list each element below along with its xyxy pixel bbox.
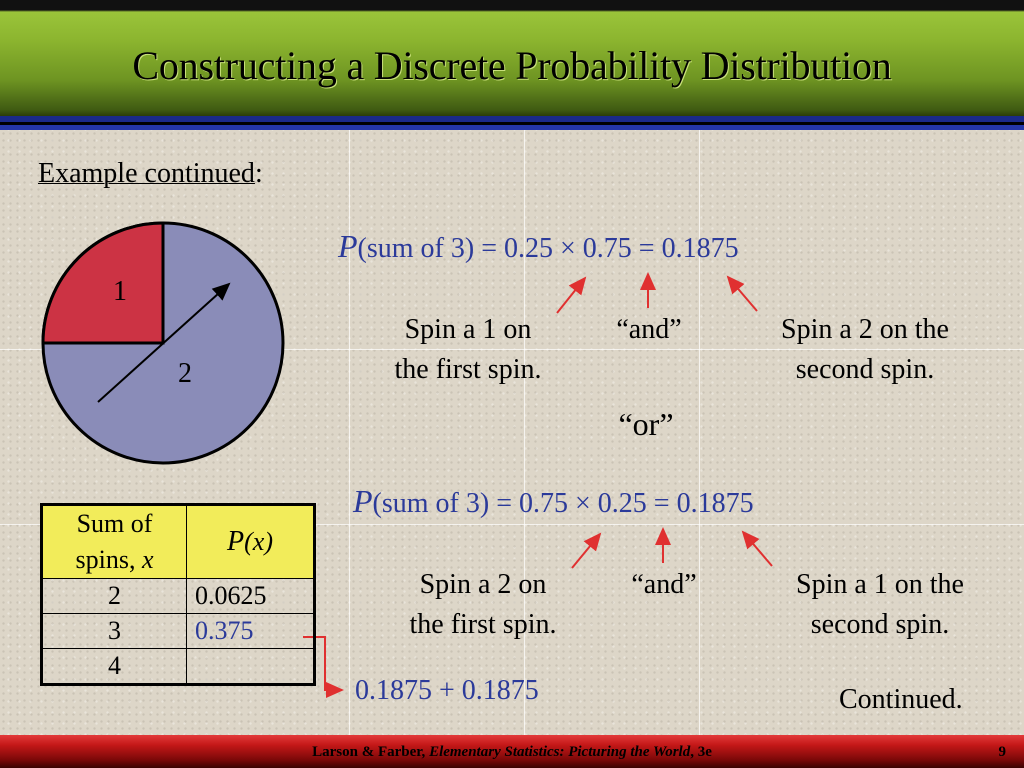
label-line: Spin a 2 on the xyxy=(781,314,949,345)
footer-authors: Larson & Farber, xyxy=(312,744,430,760)
arrow-spin1 xyxy=(556,276,587,314)
table-cell-p: 0.0625 xyxy=(186,578,315,614)
label-line: Spin a 1 on xyxy=(404,314,532,345)
table-cell-x: 4 xyxy=(41,648,187,685)
table-header-p: P(x) xyxy=(186,504,315,579)
header-line: Sum of xyxy=(76,509,153,538)
footer-book: Elementary Statistics: Picturing the Wor… xyxy=(429,744,691,760)
example-colon: : xyxy=(254,158,263,189)
page-number: 9 xyxy=(998,744,1007,760)
table-cell-x: 2 xyxy=(41,578,187,614)
label-line: second spin. xyxy=(795,354,935,385)
grid-line xyxy=(0,349,1024,350)
footer-edition: , 3e xyxy=(690,744,712,760)
header-p: P xyxy=(227,526,245,557)
formula-1-text: (sum of 3) = 0.25 × 0.75 = 0.1875 xyxy=(357,233,739,264)
arrow-spin2b xyxy=(741,530,773,567)
table-header-x: Sum of spins, x xyxy=(41,504,187,579)
sum-expression: 0.1875 + 0.1875 xyxy=(355,675,539,706)
arrow-spin1b xyxy=(571,532,602,569)
label-1-right: Spin a 2 on the second spin. xyxy=(735,310,995,390)
grid-line xyxy=(0,524,1024,525)
grid-line xyxy=(349,130,350,735)
grid-line xyxy=(699,130,700,735)
arrow-spin2 xyxy=(726,275,758,312)
formula-1: P(sum of 3) = 0.25 × 0.75 = 0.1875 xyxy=(338,228,739,265)
table-cell-x: 3 xyxy=(41,613,187,649)
formula-2: P(sum of 3) = 0.75 × 0.25 = 0.1875 xyxy=(353,483,754,520)
table-cell-p xyxy=(186,648,315,685)
label-2-right: Spin a 1 on the second spin. xyxy=(750,565,1010,645)
continued-label: Continued. xyxy=(839,684,963,715)
spinner-pointer xyxy=(97,282,231,403)
label-2-and: “and” xyxy=(631,569,697,600)
or-label: “or” xyxy=(618,406,674,442)
formula-2-p: P xyxy=(353,483,373,519)
table-cell-p: 0.375 xyxy=(186,613,315,649)
label-line: Spin a 1 on the xyxy=(796,569,964,600)
spinner-label-1: 1 xyxy=(113,276,127,307)
label-line: second spin. xyxy=(810,609,950,640)
table-row: 3 0.375 xyxy=(41,613,315,649)
label-1-and: “and” xyxy=(616,314,682,345)
title-stripe xyxy=(0,122,1024,125)
label-line: Spin a 2 on xyxy=(419,569,547,600)
title-stripe xyxy=(0,116,1024,122)
grid-line xyxy=(524,130,525,735)
formula-2-text: (sum of 3) = 0.75 × 0.25 = 0.1875 xyxy=(372,488,754,519)
table-row: 2 0.0625 xyxy=(41,578,315,614)
spinner-region-1 xyxy=(41,221,165,345)
example-label: Example continued xyxy=(38,158,255,189)
header-line: spins, xyxy=(75,545,142,574)
label-1-left: Spin a 1 on the first spin. xyxy=(350,310,586,390)
footer-citation: Larson & Farber, Elementary Statistics: … xyxy=(0,744,1024,761)
footer-bar xyxy=(0,735,1024,768)
slide-title: Constructing a Discrete Probability Dist… xyxy=(132,43,892,88)
table-row: 4 xyxy=(41,648,315,685)
label-line: the first spin. xyxy=(409,609,557,640)
header-var: x xyxy=(141,545,154,574)
spinner-label-2: 2 xyxy=(178,358,192,389)
label-line: the first spin. xyxy=(394,354,542,385)
title-bar xyxy=(0,0,1024,116)
header-p-arg: (x) xyxy=(244,527,273,556)
label-2-left: Spin a 2 on the first spin. xyxy=(365,565,601,645)
formula-1-p: P xyxy=(338,228,358,264)
title-stripe xyxy=(0,125,1024,130)
probability-table: Sum of spins, x P(x) 2 0.0625 3 0.375 4 xyxy=(40,503,316,686)
example-heading: Example continued: xyxy=(38,158,263,190)
